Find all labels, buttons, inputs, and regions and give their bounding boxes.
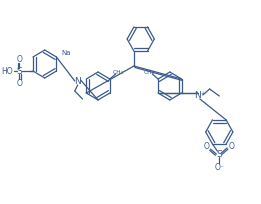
Text: O: O (229, 142, 235, 151)
Text: S: S (216, 150, 222, 159)
Text: CH₃: CH₃ (113, 70, 124, 74)
Text: CH₃: CH₃ (144, 70, 155, 74)
Text: N: N (74, 78, 81, 86)
Text: O: O (16, 79, 22, 88)
Text: S: S (16, 67, 22, 75)
Text: Na: Na (61, 50, 71, 56)
Text: O⁻: O⁻ (214, 163, 224, 172)
Text: O: O (16, 54, 22, 63)
Text: HO: HO (1, 67, 13, 75)
Text: N⁺: N⁺ (194, 92, 206, 101)
Text: O: O (204, 142, 210, 151)
